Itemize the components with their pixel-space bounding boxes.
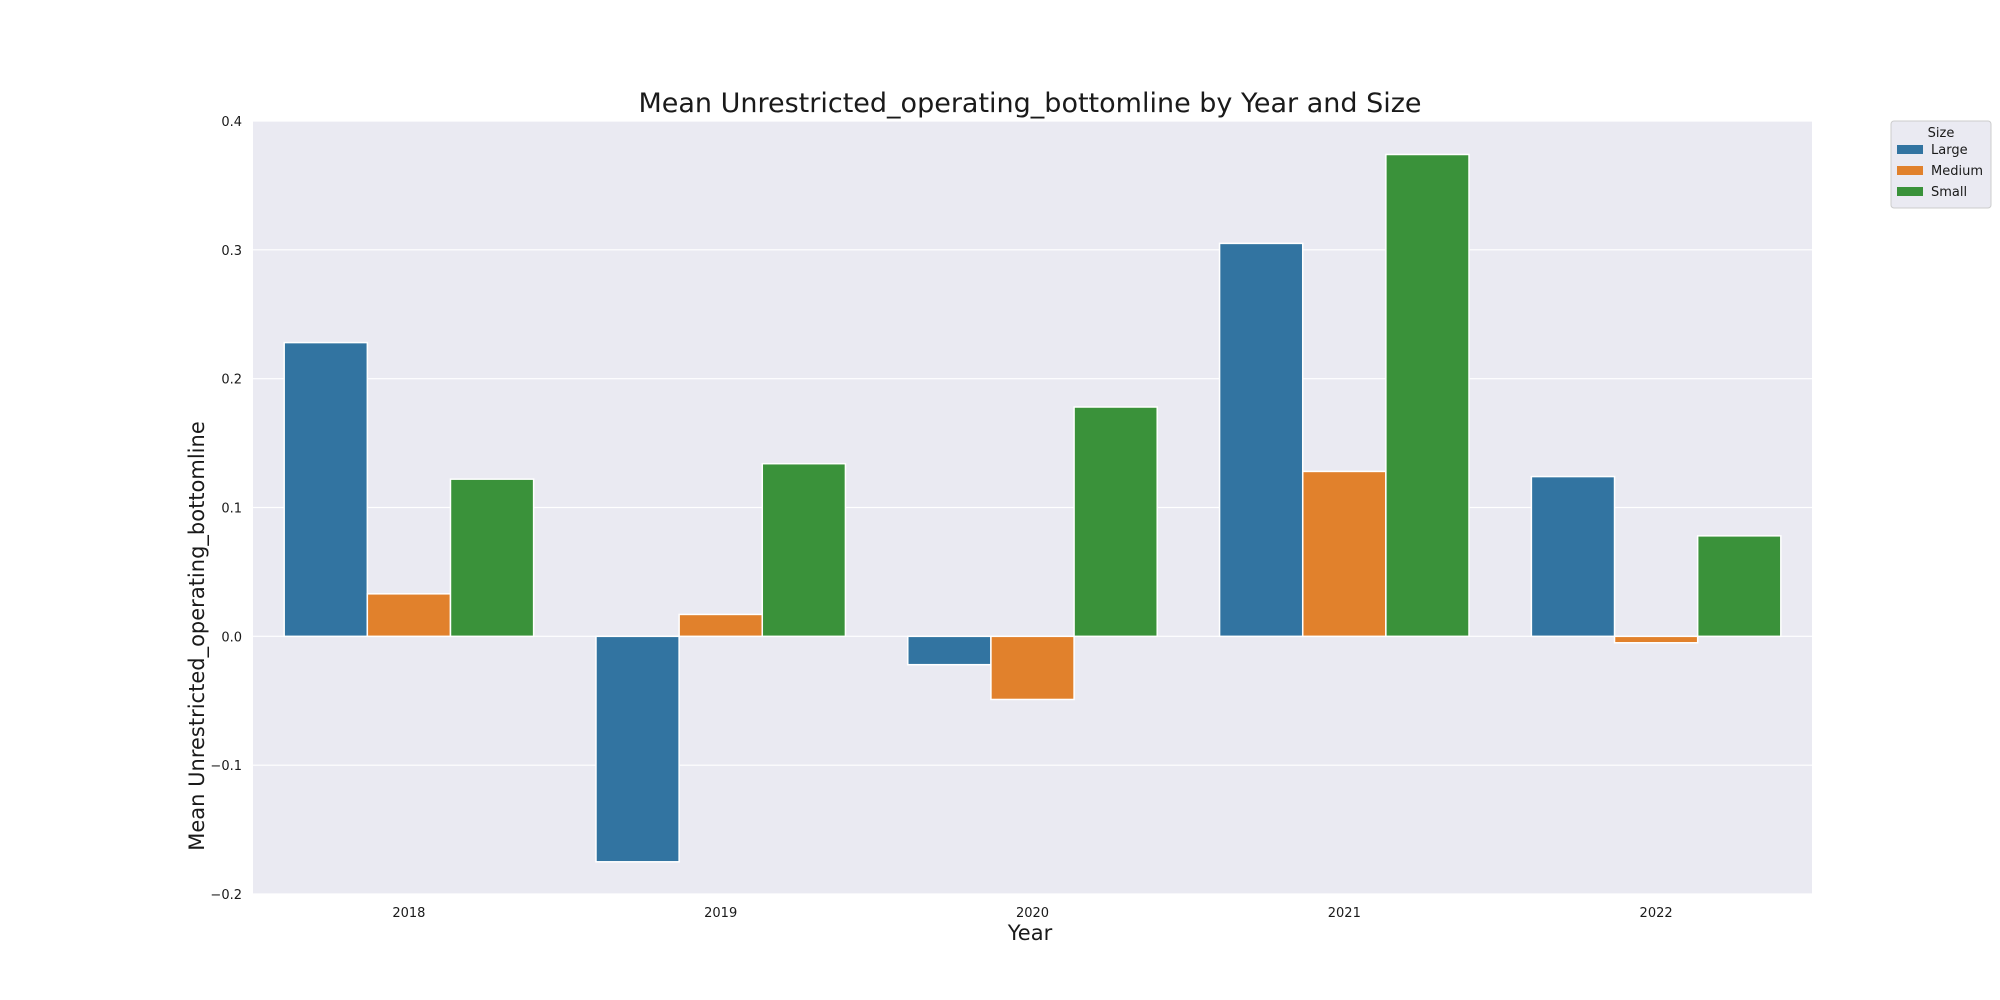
- x-axis-label: Year: [1007, 921, 1053, 945]
- y-tick-label: 0.2: [221, 373, 242, 388]
- legend-title: Size: [1928, 126, 1955, 141]
- bar-large-2021: [1218, 242, 1304, 638]
- x-tick-labels: 2018 2019 2020 2021 2022: [392, 906, 1672, 921]
- y-tick-label: 0.4: [221, 115, 242, 130]
- chart-title: Mean Unrestricted_operating_bottomline b…: [638, 88, 1421, 119]
- bar-small-2020: [1073, 406, 1158, 638]
- x-tick-label: 2021: [1328, 906, 1361, 921]
- y-tick-labels: −0.2 −0.1 0.0 0.1 0.2 0.3 0.4: [210, 115, 242, 903]
- legend-label: Large: [1931, 143, 1968, 158]
- legend-swatch: [1897, 145, 1923, 154]
- x-tick-label: 2019: [704, 906, 737, 921]
- legend-label: Small: [1931, 185, 1967, 200]
- legend: Size Large Medium Small: [1890, 120, 1992, 209]
- bar-large-2020: [907, 635, 992, 666]
- bar-medium-2018: [366, 593, 452, 638]
- bar-medium-2022: [1613, 635, 1699, 644]
- x-tick-label: 2018: [392, 906, 425, 921]
- y-tick-label: 0.1: [221, 502, 242, 517]
- bar-medium-2020: [990, 635, 1075, 701]
- y-axis-label: Mean Unrestricted_operating_bottomline: [185, 421, 210, 851]
- y-tick-label: 0.0: [221, 630, 242, 645]
- legend-frame: [1890, 120, 1992, 209]
- bars: [283, 153, 1782, 863]
- bar-medium-2019: [678, 613, 764, 638]
- bar-small-2018: [449, 478, 535, 638]
- x-tick-label: 2022: [1640, 906, 1673, 921]
- legend-label: Medium: [1931, 164, 1983, 179]
- bar-large-2019: [595, 635, 680, 863]
- bar-large-2018: [283, 341, 369, 638]
- legend-swatch: [1897, 187, 1923, 196]
- y-tick-label: 0.3: [221, 244, 242, 259]
- bar-small-2021: [1385, 153, 1470, 638]
- y-tick-label: −0.2: [210, 888, 242, 903]
- legend-swatch: [1897, 166, 1923, 175]
- x-tick-label: 2020: [1016, 906, 1049, 921]
- bar-medium-2021: [1301, 470, 1387, 638]
- legend-items: Large Medium Small: [1897, 143, 1983, 200]
- bar-large-2022: [1530, 475, 1616, 638]
- y-tick-label: −0.1: [210, 759, 242, 774]
- bar-small-2022: [1696, 535, 1782, 638]
- bar-small-2019: [761, 462, 847, 638]
